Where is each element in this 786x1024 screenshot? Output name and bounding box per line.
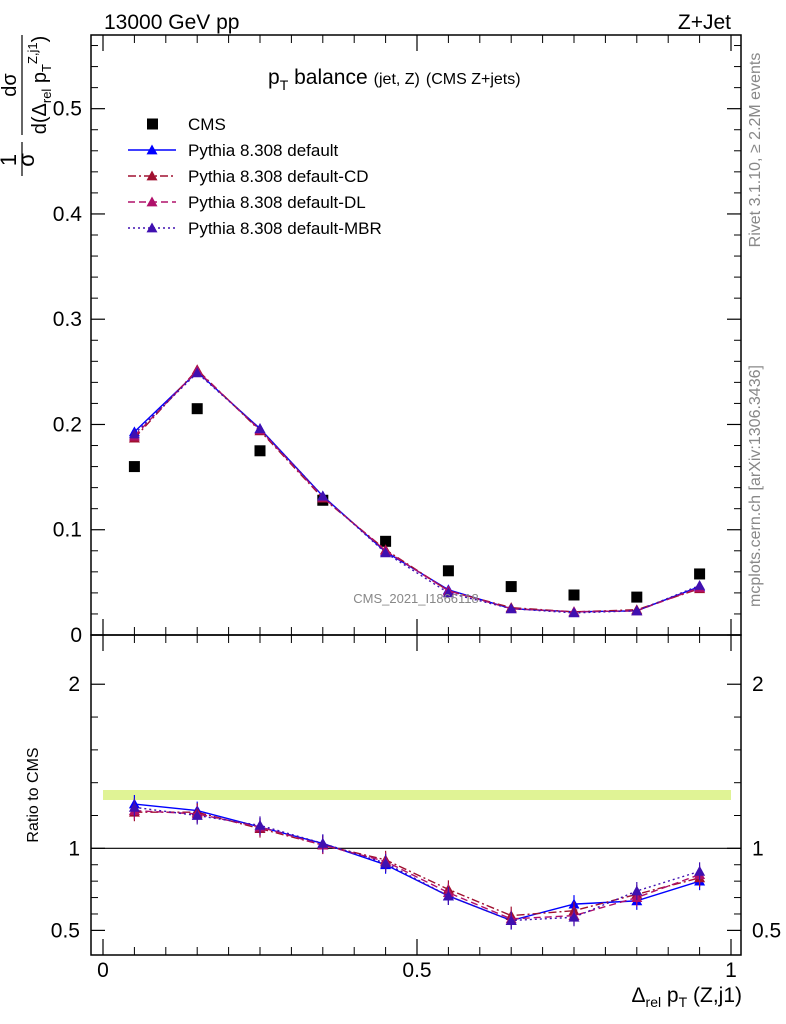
mc-point [568,607,580,618]
svg-text:σ: σ [14,153,39,167]
main-series-layer [128,364,706,618]
mc-point [631,605,643,616]
ratio-y-axis-label: Ratio to CMS [25,747,42,842]
main-y-tick-label: 0 [70,624,82,647]
data-point-cms [380,535,392,547]
x-tick-label: 0 [97,959,109,982]
ratio-y-tick-label: 2 [68,673,80,696]
main-series-line [133,370,700,613]
ratio-point [568,911,580,922]
ratio-point [694,865,706,876]
data-point-cms [128,461,140,473]
svg-text:1: 1 [0,154,21,166]
mcplots-label: mcplots.cern.ch [arXiv:1306.3436] [747,365,764,607]
mc-point [505,603,517,614]
ratio-point [128,801,140,812]
main-series-line [133,368,700,613]
axis-ticks: 0 0.1 0.2 0.3 0.4 0.5 0.5 0.5 1 1 2 2 0 0.5 1 [51,35,781,982]
legend-marker [146,170,158,181]
mc-point [317,490,329,501]
ratio-point [317,837,329,848]
data-point-cms [568,589,580,601]
title-main: p [268,66,280,89]
legend: CMS Pythia 8.308 default Pythia 8.308 defa… [128,115,382,238]
mc-point [254,423,266,434]
ratio-point [254,819,266,830]
svg-text:d(Δrel pTZ,j1): d(Δrel pTZ,j1) [25,36,54,135]
title-extra: (CMS Z+jets) [426,71,521,88]
mc-point [128,428,140,439]
legend-marker [146,196,158,207]
ratio-band [103,790,731,800]
mc-point [191,367,203,378]
ratio-y-tick-label: 1 [68,837,80,860]
ratio-point [191,810,203,820]
main-y-axis-label: 1 σ dσ d(Δrel pTZ,j1) [0,35,54,176]
main-y-tick-label: 0.5 [53,98,82,121]
ratio-series-line [134,811,700,917]
ratio-y-tick-label-right: 2 [752,673,764,696]
ratio-plot-frame [90,634,742,956]
ratio-y-tick-label: 0.5 [51,919,80,942]
ratio-point [380,857,392,868]
plot-title: pT balance (jet, Z) (CMS Z+jets) [268,66,521,93]
main-y-tick-label: 0.1 [53,519,82,542]
rivet-version-label: Rivet 3.1.10, ≥ 2.2M events [747,53,764,248]
ratio-series-layer [91,795,741,930]
main-series-line [133,371,700,614]
ratio-point [631,885,643,896]
ratio-point [442,890,454,901]
data-point-cms [254,445,266,457]
title-sub: T [280,77,289,93]
data-point-cms [191,403,203,415]
ratio-point [505,915,517,925]
mc-point [442,587,454,598]
ratio-y-tick-label-right: 0.5 [752,919,781,942]
title-rest: balance [288,66,367,89]
mc-point [380,547,392,558]
header-right: Z+Jet [678,11,731,34]
legend-marker [146,222,158,233]
title-small: (jet, Z) [374,71,420,88]
data-point-cms [442,565,454,577]
main-y-tick-label: 0.2 [53,413,82,436]
svg-text:dσ: dσ [0,73,21,97]
legend-label: Pythia 8.308 default-DL [188,193,366,212]
main-y-tick-label: 0.3 [53,308,82,331]
mc-point [694,580,706,590]
legend-marker [146,144,158,155]
x-axis-label: Δrel pT (Z,j1) [632,984,743,1010]
ratio-y-tick-label-right: 1 [752,837,764,860]
analysis-watermark: CMS_2021_I1866118 [353,591,479,606]
header-left: 13000 GeV pp [104,11,239,34]
legend-marker-cms [147,118,158,130]
ratio-series-line [134,806,700,922]
legend-label: CMS [188,115,226,134]
legend-label: Pythia 8.308 default-CD [188,167,369,186]
data-point-cms [694,568,706,580]
data-point-cms [505,581,517,593]
x-tick-label: 0.5 [402,959,431,982]
legend-label: Pythia 8.308 default [188,141,339,160]
x-tick-label: 1 [725,959,737,982]
main-series-line [133,369,700,613]
ratio-series-line [134,803,700,922]
data-point-cms [631,591,643,603]
legend-label: Pythia 8.308 default-MBR [188,219,382,238]
main-y-tick-label: 0.4 [53,203,83,226]
